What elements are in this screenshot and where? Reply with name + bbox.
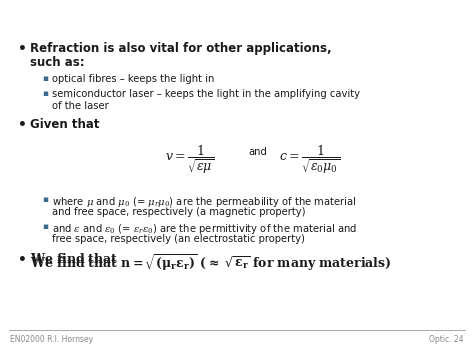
Text: •: •: [18, 42, 27, 56]
Text: and free space, respectively (a magnetic property): and free space, respectively (a magnetic…: [52, 207, 306, 217]
Text: $v = \dfrac{1}{\sqrt{\varepsilon\mu}}$: $v = \dfrac{1}{\sqrt{\varepsilon\mu}}$: [165, 143, 215, 176]
Text: Refraction is also vital for other applications,: Refraction is also vital for other appli…: [30, 42, 332, 55]
Text: $\mathbf{We\ find\ that\ n = \sqrt{(\mu_r \varepsilon_r)}\ (\approx\ \sqrt{\vare: $\mathbf{We\ find\ that\ n = \sqrt{(\mu_…: [30, 252, 392, 273]
Text: where $\mu$ and $\mu_0$ (= $\mu_r\mu_0$) are the permeability of the material: where $\mu$ and $\mu_0$ (= $\mu_r\mu_0$)…: [52, 195, 357, 209]
Text: free space, respectively (an electrostatic property): free space, respectively (an electrostat…: [52, 234, 305, 244]
Text: ▪: ▪: [42, 89, 48, 98]
Text: EN02000 R.I. Hornsey: EN02000 R.I. Hornsey: [10, 335, 93, 344]
Text: of the laser: of the laser: [52, 101, 109, 111]
Text: semiconductor laser – keeps the light in the amplifying cavity: semiconductor laser – keeps the light in…: [52, 89, 360, 99]
Text: $c = \dfrac{1}{\sqrt{\varepsilon_0\mu_0}}$: $c = \dfrac{1}{\sqrt{\varepsilon_0\mu_0}…: [279, 143, 341, 176]
Text: ▪: ▪: [42, 195, 48, 204]
Text: ▪: ▪: [42, 74, 48, 83]
Text: such as:: such as:: [30, 56, 85, 69]
Text: optical fibres – keeps the light in: optical fibres – keeps the light in: [52, 74, 214, 84]
Text: •: •: [18, 118, 27, 132]
Text: Given that: Given that: [30, 118, 100, 131]
Text: Optic. 24: Optic. 24: [429, 335, 464, 344]
Text: $\mathbf{We\ find\ that}$: $\mathbf{We\ find\ that}$: [30, 252, 118, 266]
Text: and $\varepsilon$ and $\varepsilon_0$ (= $\varepsilon_r\varepsilon_0$) are the p: and $\varepsilon$ and $\varepsilon_0$ (=…: [52, 222, 357, 236]
Text: •: •: [18, 253, 27, 267]
Text: and: and: [248, 147, 267, 157]
Text: ▪: ▪: [42, 222, 48, 231]
